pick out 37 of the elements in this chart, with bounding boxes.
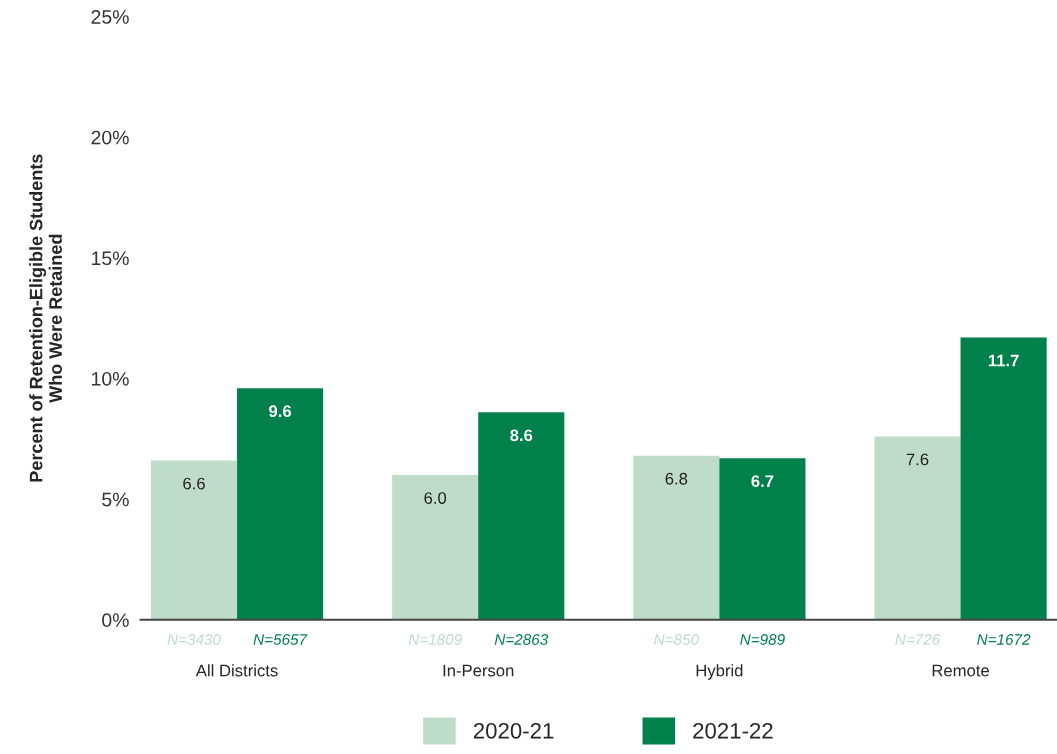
- annotation: N=726: [895, 634, 941, 645]
- annotation: N=1672: [977, 634, 1031, 645]
- bar: [150, 460, 238, 620]
- annotation: N=989: [740, 634, 785, 645]
- x-tick-label: All Districts: [195, 664, 278, 677]
- annotation: N=3430: [167, 634, 221, 645]
- bar: [719, 458, 806, 620]
- legend-label: 2021-22: [693, 722, 773, 739]
- annotation: N=2863: [494, 634, 549, 645]
- bar: [960, 337, 1047, 620]
- legend-label: 2020-21: [473, 722, 554, 739]
- y-tick-label: 20%: [91, 130, 129, 145]
- data-label: 6.7: [751, 475, 774, 488]
- bar: [874, 436, 961, 620]
- y-tick-label: 0%: [102, 613, 129, 628]
- bar: [478, 412, 565, 620]
- y-tick-label: 25%: [91, 10, 129, 24]
- data-label: 6.0: [424, 492, 447, 504]
- data-label: 11.7: [988, 354, 1019, 367]
- bar: [237, 388, 324, 620]
- data-label: 6.8: [665, 472, 688, 485]
- data-label: 6.6: [183, 477, 205, 490]
- data-label: 9.6: [269, 405, 292, 418]
- data-label: 7.6: [906, 453, 929, 466]
- data-label: 8.6: [510, 429, 533, 442]
- x-tick-label: Hybrid: [696, 664, 743, 680]
- x-tick-label: Remote: [932, 664, 989, 677]
- y-axis-title: Percent of Retention-Eligible Students Who Were Retained: [29, 154, 62, 482]
- x-tick-label: In-Person: [443, 664, 514, 677]
- annotation: N=5657: [253, 634, 308, 645]
- y-tick-label: 15%: [92, 251, 129, 266]
- bar: [633, 455, 720, 620]
- y-tick-label: 10%: [92, 371, 129, 386]
- annotation: N=850: [654, 634, 699, 645]
- annotation: N=1809: [408, 634, 462, 645]
- bar: [392, 475, 479, 620]
- y-tick-label: 5%: [102, 492, 129, 507]
